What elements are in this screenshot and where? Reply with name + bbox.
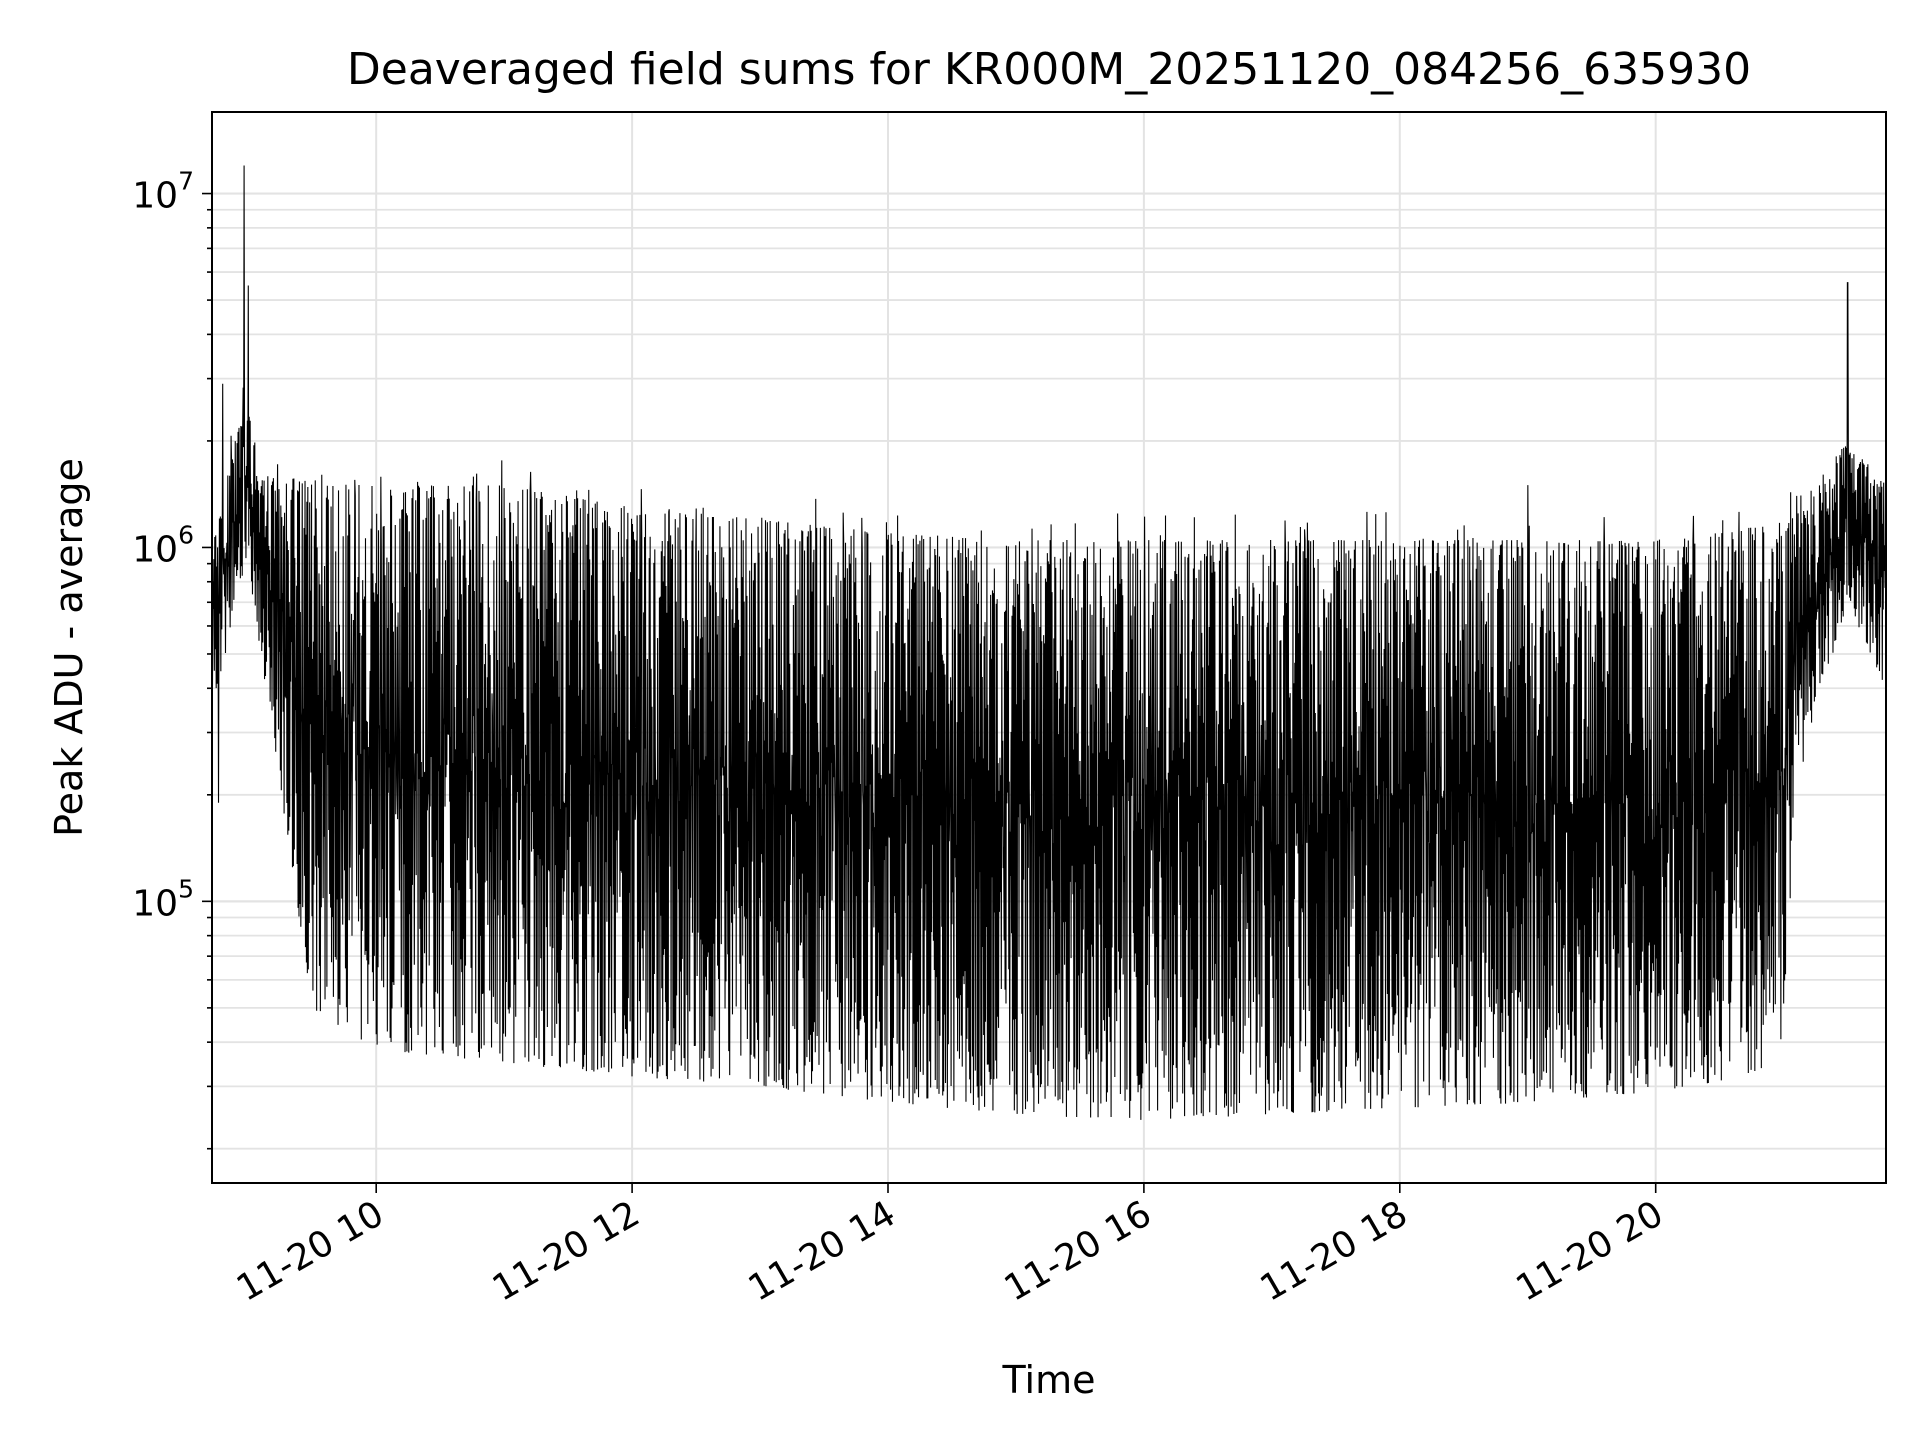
- x-tick-label: 11-20 14: [742, 1193, 903, 1309]
- x-axis-ticks: 11-20 10 11-20 12 11-20 14 11-20 16 11-20 18…: [230, 1183, 1670, 1310]
- series-line: [211, 165, 1887, 1120]
- y-axis-ticks: 105 106 107: [132, 167, 212, 1150]
- y-tick-label: 105: [132, 874, 194, 924]
- x-axis-label: Time: [1002, 1358, 1096, 1402]
- x-tick-label: 11-20 10: [230, 1193, 391, 1309]
- x-tick-label: 11-20 12: [486, 1193, 647, 1309]
- x-tick-label: 11-20 20: [1510, 1193, 1671, 1309]
- plot-frame: [211, 111, 1887, 1184]
- chart-title: Deaveraged field sums for KR000M_2025112…: [347, 44, 1751, 95]
- y-tick-label: 106: [132, 520, 194, 570]
- y-tick-label: 107: [132, 167, 194, 217]
- x-tick-label: 11-20 16: [998, 1193, 1159, 1309]
- x-tick-label: 11-20 18: [1254, 1193, 1415, 1309]
- data-series: [211, 165, 1887, 1120]
- y-axis-label: Peak ADU - average: [47, 458, 91, 837]
